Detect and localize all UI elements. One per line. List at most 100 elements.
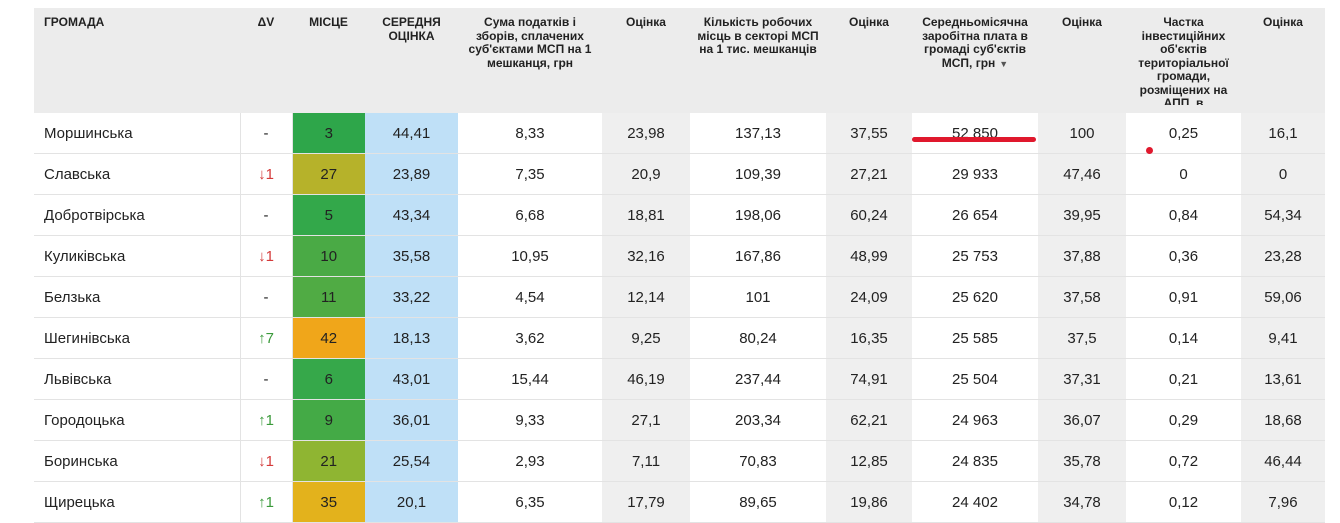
score-jobs-cell: 48,99: [826, 235, 912, 277]
column-header-investment-share[interactable]: Частка інвестиційних об'єктів територіал…: [1126, 8, 1241, 113]
red-underline-annotation: [912, 137, 1036, 142]
average-score-cell: 18,13: [365, 317, 458, 359]
delta-cell: ↓1: [239, 153, 293, 195]
jobs-cell: 167,86: [690, 235, 826, 277]
salary-cell: 52 850: [912, 113, 1038, 154]
average-score-cell: 25,54: [365, 440, 458, 482]
column-header-label: Кількість робочих місць в секторі МСП на…: [697, 16, 819, 56]
column-header-delta[interactable]: ΔV: [240, 8, 292, 113]
column-header-label: Оцінка: [849, 16, 889, 29]
score-taxes-cell: 12,14: [602, 276, 690, 318]
column-header-taxes[interactable]: Сума податків і зборів, сплачених суб'єк…: [458, 8, 602, 113]
score-jobs-cell: 74,91: [826, 358, 912, 400]
community-cell: Шегинівська: [34, 317, 240, 359]
column-header-label: Оцінка: [1062, 16, 1102, 29]
column-header-jobs[interactable]: Кількість робочих місць в секторі МСП на…: [690, 8, 826, 113]
table-row[interactable]: Куликівська ↓1 10 35,58 10,95 32,16 167,86 48,9…: [34, 235, 1325, 277]
average-score-cell: 43,01: [365, 358, 458, 400]
score-salary-cell: 39,95: [1038, 194, 1126, 236]
investment-share-cell: 0,72: [1126, 440, 1241, 482]
column-header-label: Оцінка: [626, 16, 666, 29]
jobs-cell: 198,06: [690, 194, 826, 236]
score-jobs-cell: 27,21: [826, 153, 912, 195]
table-row[interactable]: Шегинівська ↑7 42 18,13 3,62 9,25 80,24 16,35 25…: [34, 317, 1325, 359]
average-score-cell: 44,41: [365, 113, 458, 154]
column-header-average-score[interactable]: СЕРЕДНЯ ОЦІНКА: [365, 8, 458, 113]
delta-cell: -: [239, 276, 293, 318]
investment-share-cell: 0,91: [1126, 276, 1241, 318]
score-salary-cell: 37,58: [1038, 276, 1126, 318]
salary-cell: 29 933: [912, 153, 1038, 195]
score-investment-cell: 54,34: [1241, 194, 1325, 236]
score-salary-cell: 37,88: [1038, 235, 1126, 277]
taxes-cell: 4,54: [458, 276, 602, 318]
column-header-score-taxes[interactable]: Оцінка: [602, 8, 690, 113]
score-taxes-cell: 27,1: [602, 399, 690, 441]
community-cell: Львівська: [34, 358, 240, 400]
taxes-cell: 10,95: [458, 235, 602, 277]
jobs-cell: 109,39: [690, 153, 826, 195]
column-header-score-salary[interactable]: Оцінка: [1038, 8, 1126, 113]
score-jobs-cell: 16,35: [826, 317, 912, 359]
column-header-label: МІСЦЕ: [309, 16, 348, 29]
place-cell: 9: [292, 399, 365, 441]
table-row[interactable]: Боринська ↓1 21 25,54 2,93 7,11 70,83 12,85 24 8…: [34, 440, 1325, 482]
investment-share-cell: 0,25: [1126, 113, 1241, 154]
table-row[interactable]: Львівська -6 43,01 15,44 46,19 237,44 74,91 25 …: [34, 358, 1325, 400]
column-header-place[interactable]: МІСЦЕ: [292, 8, 365, 113]
score-salary-cell: 34,78: [1038, 481, 1126, 523]
column-header-label: СЕРЕДНЯ ОЦІНКА: [382, 16, 441, 43]
table-body: Моршинська -3 44,41 8,33 23,98 137,13 37,55 52 …: [34, 113, 1325, 523]
score-investment-cell: 9,41: [1241, 317, 1325, 359]
score-taxes-cell: 46,19: [602, 358, 690, 400]
score-investment-cell: 16,1: [1241, 113, 1325, 154]
score-taxes-cell: 17,79: [602, 481, 690, 523]
jobs-cell: 237,44: [690, 358, 826, 400]
column-header-score-investment[interactable]: Оцінка: [1241, 8, 1325, 113]
investment-share-cell: 0,14: [1126, 317, 1241, 359]
taxes-cell: 2,93: [458, 440, 602, 482]
investment-share-cell: 0: [1126, 153, 1241, 195]
place-cell: 5: [292, 194, 365, 236]
table-row[interactable]: Белзька -11 33,22 4,54 12,14 101 24,09 25 620 37…: [34, 276, 1325, 318]
delta-cell: ↑7: [239, 317, 293, 359]
column-header-label: Середньомісячна заробітна плата в громад…: [922, 16, 1028, 70]
table-row[interactable]: Моршинська -3 44,41 8,33 23,98 137,13 37,55 52 …: [34, 113, 1325, 154]
score-taxes-cell: 20,9: [602, 153, 690, 195]
score-jobs-cell: 24,09: [826, 276, 912, 318]
taxes-cell: 6,35: [458, 481, 602, 523]
score-salary-cell: 37,5: [1038, 317, 1126, 359]
ranking-table-view: ГРОМАДА ΔV МІСЦЕ СЕРЕДНЯ ОЦІНКА Сума под…: [34, 8, 1325, 523]
jobs-cell: 203,34: [690, 399, 826, 441]
salary-cell: 25 753: [912, 235, 1038, 277]
column-header-label: Оцінка: [1263, 16, 1303, 29]
place-cell: 6: [292, 358, 365, 400]
table-row[interactable]: Славська ↓1 27 23,89 7,35 20,9 109,39 27,21 29 9…: [34, 153, 1325, 195]
place-cell: 10: [292, 235, 365, 277]
table-row[interactable]: Городоцька ↑1 9 36,01 9,33 27,1 203,34 62,21 24 …: [34, 399, 1325, 441]
delta-cell: ↑1: [239, 399, 293, 441]
table-row[interactable]: Добротвірська -5 43,34 6,68 18,81 198,06 60,24…: [34, 194, 1325, 236]
score-investment-cell: 23,28: [1241, 235, 1325, 277]
column-header-salary[interactable]: Середньомісячна заробітна плата в громад…: [912, 8, 1038, 113]
place-cell: 21: [292, 440, 365, 482]
column-header-community[interactable]: ГРОМАДА: [34, 8, 240, 113]
average-score-cell: 35,58: [365, 235, 458, 277]
place-cell: 27: [292, 153, 365, 195]
score-taxes-cell: 32,16: [602, 235, 690, 277]
red-dot-annotation: [1146, 147, 1153, 154]
place-cell: 35: [292, 481, 365, 523]
delta-cell: -: [239, 113, 293, 154]
salary-cell: 24 402: [912, 481, 1038, 523]
column-header-score-jobs[interactable]: Оцінка: [826, 8, 912, 113]
score-jobs-cell: 12,85: [826, 440, 912, 482]
score-investment-cell: 13,61: [1241, 358, 1325, 400]
table-row[interactable]: Щирецька ↑1 35 20,1 6,35 17,79 89,65 19,86 24 40…: [34, 481, 1325, 523]
column-header-label: Сума податків і зборів, сплачених суб'єк…: [468, 16, 592, 70]
investment-share-cell: 0,29: [1126, 399, 1241, 441]
salary-cell: 25 585: [912, 317, 1038, 359]
score-investment-cell: 7,96: [1241, 481, 1325, 523]
sort-descending-icon[interactable]: ▼: [999, 58, 1009, 69]
average-score-cell: 23,89: [365, 153, 458, 195]
score-salary-cell: 35,78: [1038, 440, 1126, 482]
